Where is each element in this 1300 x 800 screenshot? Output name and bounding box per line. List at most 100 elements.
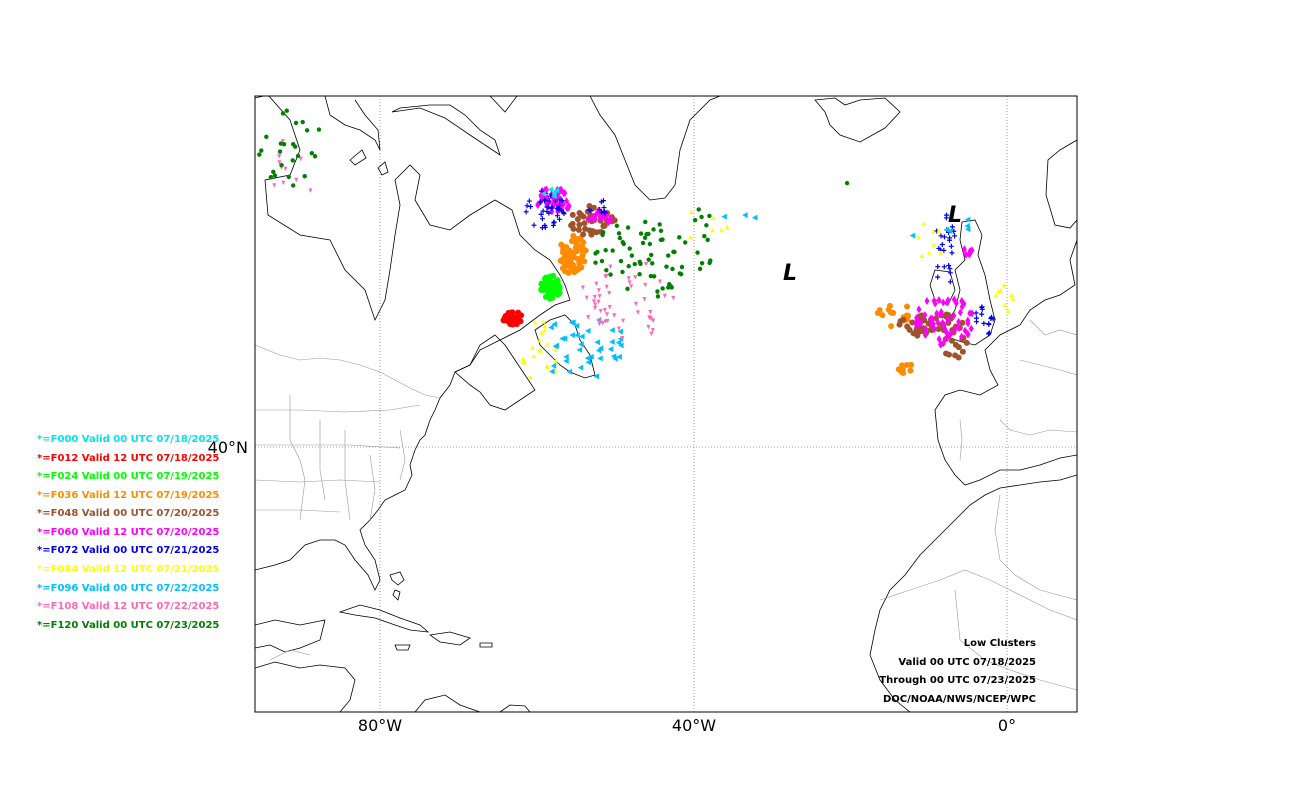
cluster-point — [956, 323, 962, 332]
cluster-point — [593, 305, 598, 311]
cluster-point — [614, 223, 620, 229]
lon-label-40w: 40°W — [672, 716, 716, 735]
cluster-point — [559, 258, 566, 265]
cluster-point — [601, 210, 607, 216]
cluster-point — [945, 333, 951, 342]
cluster-point — [608, 264, 613, 270]
cluster-point — [272, 173, 278, 178]
cluster-point — [721, 213, 727, 220]
cluster-point — [538, 286, 545, 293]
cluster-point — [542, 198, 548, 204]
low-marker-east: L — [948, 203, 962, 228]
cluster-point — [935, 318, 941, 327]
cluster-point — [646, 324, 651, 330]
cluster-point — [935, 274, 941, 280]
cluster-point — [921, 221, 927, 226]
cluster-point — [277, 154, 282, 159]
cluster-point — [655, 294, 661, 299]
cluster-point — [947, 270, 953, 276]
cluster-point — [981, 320, 987, 326]
cluster-point — [904, 303, 911, 310]
cluster-point — [539, 225, 545, 231]
cluster-point — [643, 219, 648, 225]
cluster-point — [951, 295, 957, 304]
cluster-point — [633, 275, 638, 280]
cluster-point — [643, 282, 648, 288]
cluster-point — [989, 314, 995, 320]
cluster-points — [257, 108, 1016, 380]
cluster-point — [524, 203, 530, 209]
cluster-point — [649, 331, 654, 337]
cluster-point — [931, 242, 936, 247]
cluster-point — [965, 316, 971, 325]
cluster-point — [570, 232, 577, 239]
cluster-point — [629, 253, 635, 258]
cluster-point — [941, 247, 947, 253]
cluster-point — [948, 337, 955, 344]
cluster-point — [582, 247, 589, 254]
cluster-point — [569, 211, 576, 218]
lat-label-40n: 40°N — [208, 438, 248, 457]
cluster-point — [539, 216, 545, 222]
cluster-point — [545, 364, 550, 370]
cluster-point — [604, 273, 609, 279]
cluster-point — [906, 326, 913, 333]
cluster-point — [298, 156, 303, 162]
cluster-point — [752, 214, 758, 221]
cluster-point — [597, 207, 603, 213]
cluster-point — [959, 296, 965, 305]
cluster-point — [666, 253, 671, 258]
cluster-point — [936, 296, 942, 305]
cluster-point — [537, 348, 542, 353]
cluster-point — [965, 330, 971, 339]
cluster-point — [1010, 296, 1016, 301]
cluster-point — [657, 222, 662, 227]
cluster-point — [551, 220, 557, 226]
cluster-point — [938, 233, 944, 239]
cluster-point — [548, 324, 554, 331]
cluster-point — [708, 258, 713, 263]
cluster-point — [615, 339, 622, 346]
cluster-point — [550, 362, 557, 369]
cluster-point — [277, 149, 283, 154]
cluster-point — [608, 215, 614, 224]
cluster-point — [621, 241, 626, 247]
cluster-point — [528, 204, 534, 210]
cluster-point — [557, 197, 563, 203]
lon-label-80w: 80°W — [358, 716, 402, 735]
cluster-point — [909, 232, 916, 239]
cluster-point — [608, 272, 613, 277]
cluster-point — [664, 264, 669, 269]
info-through: Through 00 UTC 07/23/2025 — [879, 675, 1036, 686]
cluster-point — [955, 354, 962, 361]
cluster-point — [697, 266, 703, 272]
cluster-point — [677, 235, 682, 240]
cluster-point — [586, 215, 592, 224]
cluster-point — [600, 320, 605, 326]
cluster-point — [922, 311, 928, 320]
cluster-point — [549, 368, 555, 375]
cluster-point — [650, 328, 655, 333]
cluster-point — [935, 264, 941, 270]
cluster-point — [277, 160, 282, 165]
legend-item-f024: *=F024 Valid 00 UTC 07/19/2025 — [37, 471, 220, 482]
cluster-point — [948, 243, 954, 249]
cluster-point — [696, 207, 701, 212]
cluster-point — [620, 269, 625, 275]
cluster-point — [293, 120, 299, 126]
cluster-point — [651, 274, 657, 279]
cluster-point — [679, 264, 685, 270]
cluster-point — [724, 224, 730, 229]
cluster-point — [604, 284, 609, 290]
cluster-point — [936, 228, 941, 233]
cluster-point — [576, 257, 583, 264]
cluster-point — [646, 257, 651, 262]
cluster-point — [942, 234, 948, 240]
cluster-point — [968, 324, 974, 333]
cluster-point — [586, 315, 591, 320]
cluster-point — [616, 231, 622, 236]
cluster-point — [603, 248, 608, 253]
cluster-point — [650, 261, 655, 266]
cluster-point — [947, 235, 953, 241]
cluster-point — [548, 205, 554, 211]
